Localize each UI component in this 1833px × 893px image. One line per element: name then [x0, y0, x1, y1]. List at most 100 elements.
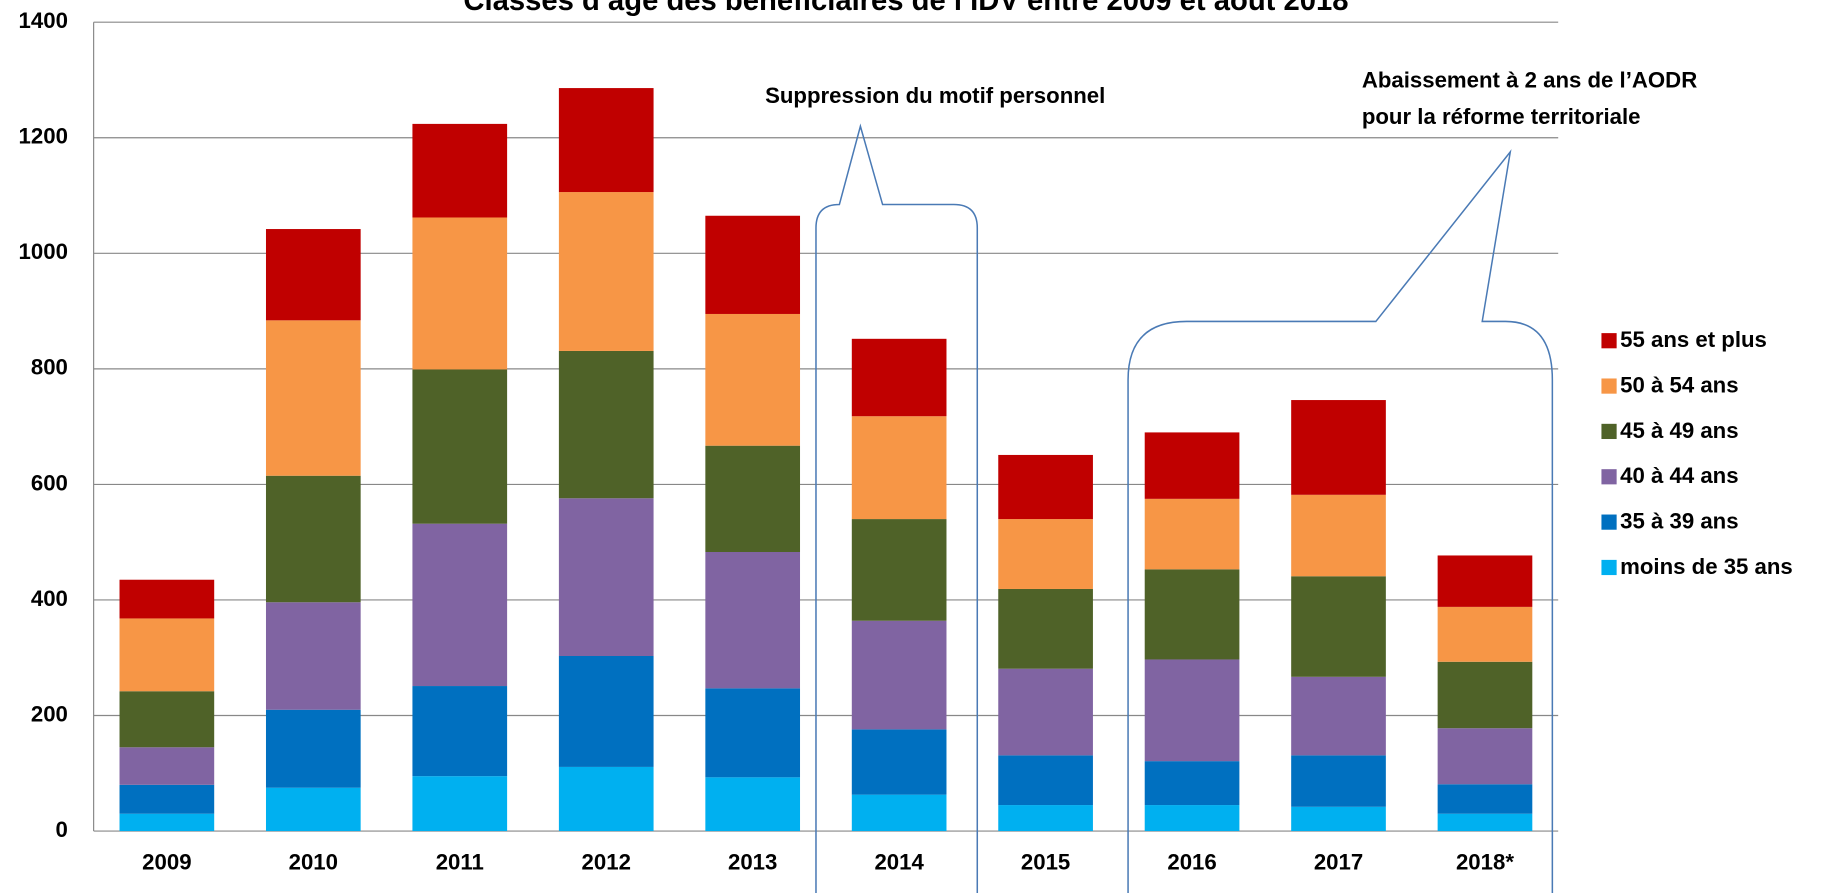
x-tick-label: 2016 — [1167, 850, 1216, 875]
bar-segment — [998, 519, 1093, 589]
bar-segment — [1291, 576, 1386, 677]
bar-segment — [558, 350, 654, 499]
bar-segment — [998, 668, 1093, 756]
legend-label: 40 à 44 ans — [1620, 463, 1738, 488]
bar-segment — [1437, 606, 1533, 662]
bar-segment — [705, 777, 801, 832]
bar-segment — [558, 88, 654, 193]
bar-segment — [1291, 400, 1386, 495]
x-tick-label: 2017 — [1314, 850, 1363, 875]
legend-label: moins de 35 ans — [1620, 554, 1793, 579]
x-tick-label: 2018* — [1456, 850, 1514, 875]
bar-segment — [851, 620, 947, 730]
bar-segment — [998, 805, 1093, 832]
bars — [119, 88, 1533, 832]
bar-segment — [998, 454, 1093, 520]
bar-segment — [558, 498, 654, 656]
annotation: Abaissement à 2 ans de l’AODR — [1362, 68, 1697, 93]
bar-segment — [1291, 494, 1386, 577]
bar-segment — [1144, 805, 1240, 832]
callout — [1127, 149, 1554, 893]
bar-segment — [851, 519, 947, 621]
bar-segment — [119, 747, 215, 785]
bar-segment — [412, 776, 508, 832]
legend-swatch — [1601, 333, 1617, 349]
y-tick-label: 1200 — [19, 124, 68, 149]
bar-segment — [705, 313, 801, 446]
y-tick-label: 0 — [56, 817, 68, 842]
bar-segment — [1437, 813, 1533, 832]
bar-segment — [998, 588, 1093, 669]
bar-segment — [1437, 555, 1533, 607]
bar-segment — [412, 523, 508, 687]
bar-segment — [412, 123, 508, 218]
bar-segment — [265, 602, 361, 710]
bar-segment — [851, 794, 947, 832]
bar-segment — [851, 338, 947, 417]
bar-segment — [119, 618, 215, 692]
overlay: 2009 2010 2011 2012 2013 2014 2015 2016 2017 2018… — [142, 68, 1793, 875]
bar-segment — [851, 729, 947, 795]
bar-segment — [265, 320, 361, 476]
bar-segment — [119, 579, 215, 619]
bar-segment — [412, 217, 508, 370]
y-tick-label: 1000 — [19, 239, 68, 264]
chart-title: Classes d’âge des bénéficiaires de l’IDV… — [463, 0, 1348, 17]
legend-swatch — [1601, 469, 1617, 485]
bar-segment — [1144, 432, 1240, 499]
bar-segment — [1144, 569, 1240, 660]
bar-segment — [998, 755, 1093, 806]
bar-segment — [1437, 784, 1533, 814]
legend-swatch — [1601, 559, 1617, 576]
bar-segment — [1437, 661, 1533, 729]
bar-segment — [1291, 755, 1386, 807]
legend-label: 45 à 49 ans — [1620, 418, 1738, 443]
bar-segment — [558, 655, 654, 767]
bar-segment — [119, 691, 215, 748]
legend-swatch — [1601, 378, 1617, 394]
bar-segment — [1291, 806, 1386, 832]
legend-label: 50 à 54 ans — [1620, 373, 1738, 398]
x-tick-label: 2009 — [142, 850, 191, 875]
bar-segment — [1437, 728, 1533, 785]
bar-segment — [265, 787, 361, 832]
bar-segment — [851, 416, 947, 520]
callout — [815, 123, 979, 893]
x-tick-label: 2014 — [874, 850, 924, 875]
bar-segment — [1144, 659, 1240, 762]
y-tick-label: 1400 — [19, 8, 68, 33]
bar-segment — [412, 686, 508, 777]
legend-label: 55 ans et plus — [1620, 327, 1767, 352]
legend-swatch — [1601, 514, 1617, 530]
legend-label: 35 à 39 ans — [1620, 509, 1738, 534]
bar-segment — [265, 709, 361, 788]
bar-segment — [705, 552, 801, 689]
bar-segment — [1144, 761, 1240, 806]
bar-segment — [705, 445, 801, 553]
bar-segment — [558, 766, 654, 832]
bar-segment — [119, 784, 215, 814]
y-tick-label: 800 — [31, 355, 68, 380]
annotation: pour la réforme territoriale — [1362, 104, 1641, 129]
y-tick-label: 600 — [31, 470, 68, 495]
x-tick-label: 2010 — [289, 850, 338, 875]
bar-segment — [1291, 676, 1386, 756]
bar-segment — [265, 229, 361, 321]
y-tick-label: 200 — [31, 701, 68, 726]
bar-segment — [412, 369, 508, 524]
x-tick-label: 2011 — [436, 850, 484, 875]
x-tick-label: 2015 — [1021, 850, 1070, 875]
annotation: Suppression du motif personnel — [765, 83, 1105, 108]
bar-segment — [119, 813, 215, 832]
bar-segment — [265, 475, 361, 603]
bar-segment — [705, 688, 801, 778]
x-tick-label: 2012 — [582, 850, 631, 875]
bar-segment — [705, 215, 801, 314]
bar-segment — [1144, 498, 1240, 570]
bar-segment — [558, 192, 654, 351]
x-tick-label: 2013 — [728, 850, 777, 875]
y-tick-label: 400 — [31, 586, 68, 611]
legend-swatch — [1601, 423, 1617, 440]
